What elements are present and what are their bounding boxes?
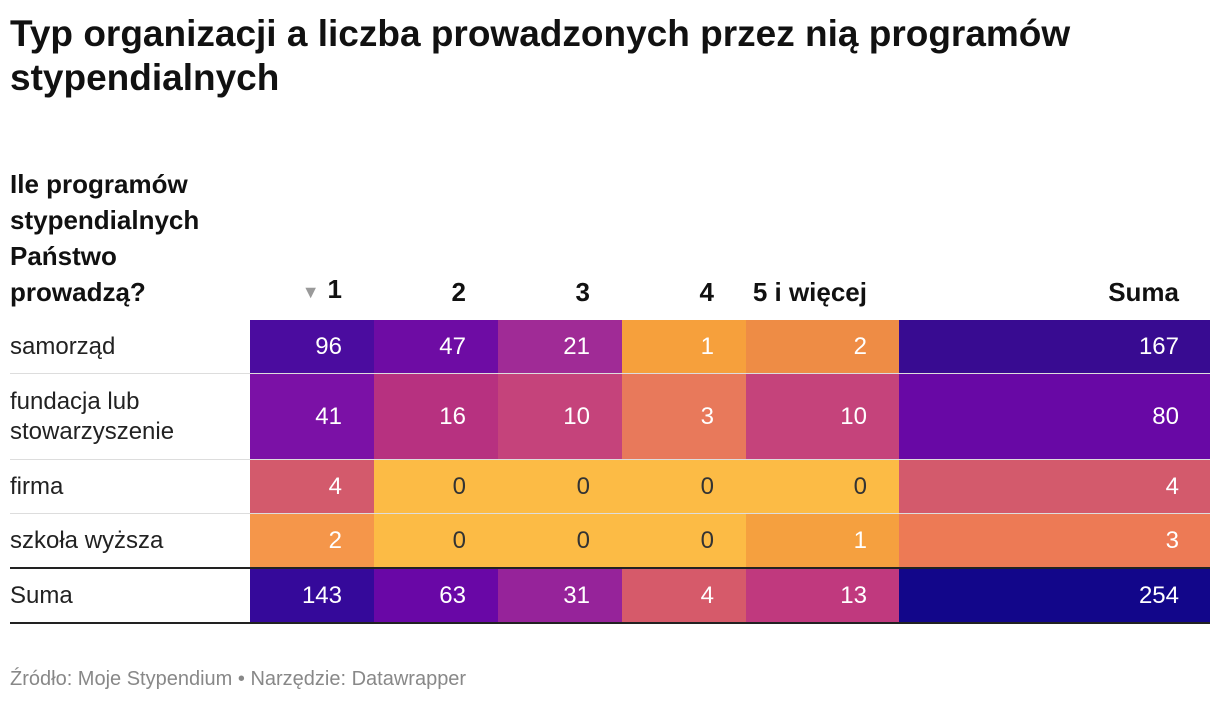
column-header-5-i-wiecej[interactable]: 5 i więcej — [752, 277, 867, 307]
header-row: Ile programów stypendialnych Państwo pro… — [10, 166, 1210, 320]
heat-cell: 10 — [498, 373, 622, 460]
chart-title: Typ organizacji a liczba prowadzonych pr… — [10, 13, 1071, 98]
row-label: samorząd — [10, 320, 250, 374]
column-header-2[interactable]: 2 — [451, 277, 466, 307]
heat-cell: 63 — [374, 567, 498, 624]
heat-cell-sum: 4 — [899, 459, 1210, 514]
heat-cell: 0 — [746, 459, 899, 514]
sort-descending-icon: ▼ — [301, 282, 320, 302]
heat-cell: 2 — [746, 320, 899, 374]
column-header-3[interactable]: 3 — [575, 277, 590, 307]
heat-cell: 0 — [374, 513, 498, 569]
heat-cell: 16 — [374, 373, 498, 460]
heat-cell: 96 — [250, 320, 374, 374]
heat-cell-sum: 3 — [899, 513, 1210, 569]
source-note: Źródło: Moje Stypendium • Narzędzie: Dat… — [10, 668, 467, 690]
heat-cell-sum: 254 — [899, 567, 1210, 624]
heat-cell: 1 — [622, 320, 746, 374]
table-row: szkoła wyższa 2 0 0 0 1 3 — [10, 513, 1210, 569]
column-header-1[interactable]: ▼ 1 — [250, 166, 374, 320]
heat-cell: 4 — [622, 567, 746, 624]
row-label: fundacja lub stowarzyszenie — [10, 373, 250, 460]
heat-cell: 0 — [622, 513, 746, 569]
total-row: Suma 143 63 31 4 13 254 — [10, 567, 1210, 624]
total-row-label: Suma — [10, 567, 250, 624]
heat-cell: 3 — [622, 373, 746, 460]
column-header-label: 1 — [327, 274, 342, 304]
heat-cell: 10 — [746, 373, 899, 460]
table-row: firma 4 0 0 0 0 4 — [10, 459, 1210, 514]
heat-cell: 1 — [746, 513, 899, 569]
row-label: firma — [10, 459, 250, 514]
heat-cell: 0 — [622, 459, 746, 514]
heat-cell: 143 — [250, 567, 374, 624]
heat-cell: 0 — [374, 459, 498, 514]
heat-cell: 31 — [498, 567, 622, 624]
column-header-4[interactable]: 4 — [699, 277, 714, 307]
heat-cell: 0 — [498, 513, 622, 569]
heat-cell-sum: 167 — [899, 320, 1210, 374]
row-header-label: Ile programów stypendialnych Państwo pro… — [10, 169, 200, 307]
heat-cell: 21 — [498, 320, 622, 374]
table-row: samorząd 96 47 21 1 2 167 — [10, 320, 1210, 374]
column-header-suma[interactable]: Suma — [1108, 277, 1179, 307]
heat-cell-sum: 80 — [899, 373, 1210, 460]
heat-cell: 41 — [250, 373, 374, 460]
heat-cell: 2 — [250, 513, 374, 569]
heat-cell: 47 — [374, 320, 498, 374]
heat-cell: 13 — [746, 567, 899, 624]
table-row: fundacja lub stowarzyszenie 41 16 10 3 1… — [10, 373, 1210, 460]
heat-cell: 4 — [250, 459, 374, 514]
heat-cell: 0 — [498, 459, 622, 514]
row-label: szkoła wyższa — [10, 513, 250, 569]
heatmap-table: Ile programów stypendialnych Państwo pro… — [10, 166, 1210, 624]
